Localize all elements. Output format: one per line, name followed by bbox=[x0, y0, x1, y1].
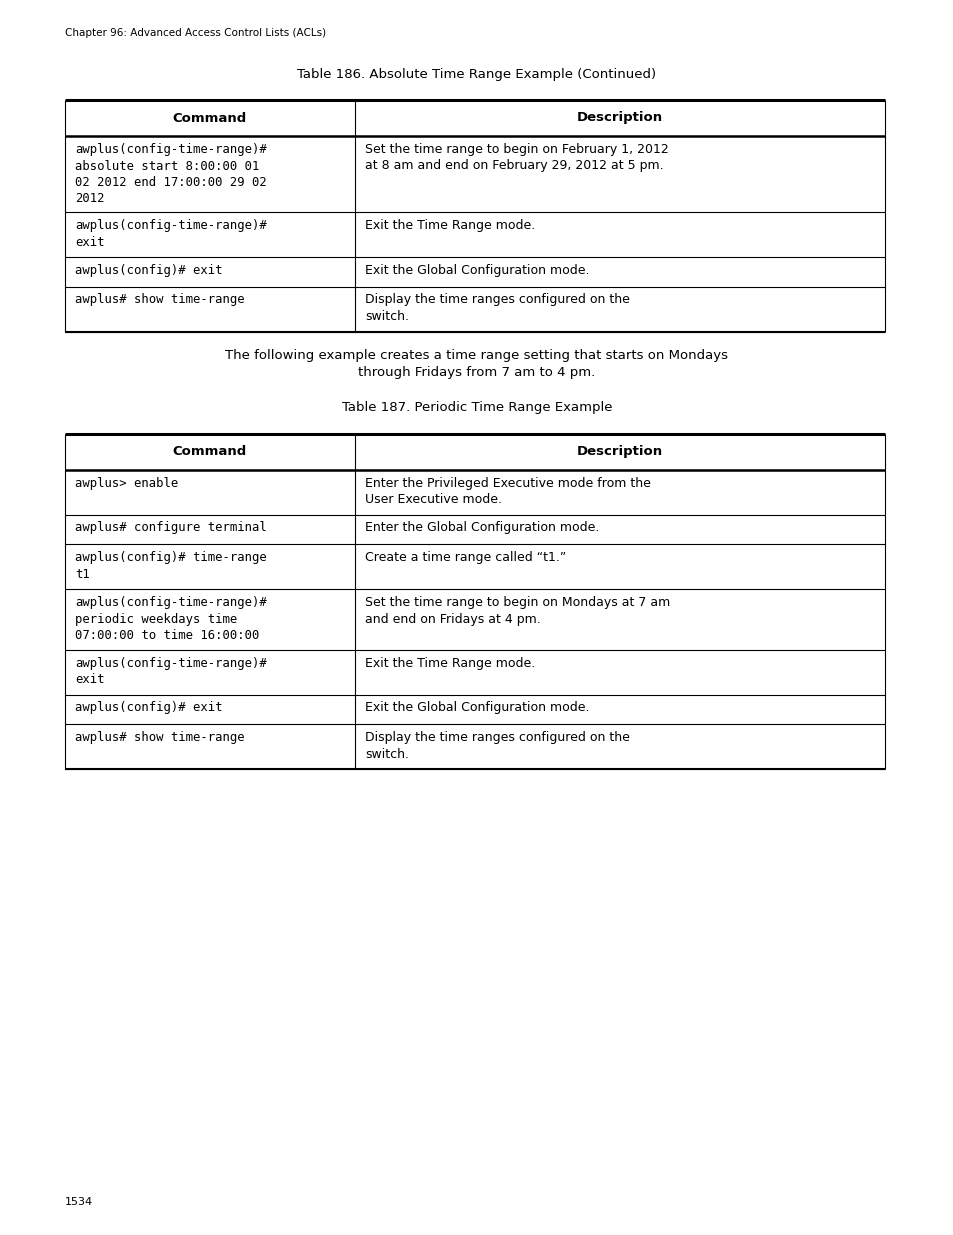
Text: Exit the Time Range mode.: Exit the Time Range mode. bbox=[365, 219, 535, 232]
Text: Description: Description bbox=[577, 111, 662, 125]
Text: Exit the Global Configuration mode.: Exit the Global Configuration mode. bbox=[365, 701, 589, 715]
Text: Command: Command bbox=[172, 445, 247, 458]
Text: Display the time ranges configured on the
switch.: Display the time ranges configured on th… bbox=[365, 294, 629, 324]
Text: awplus(config)# time-range
t1: awplus(config)# time-range t1 bbox=[75, 551, 267, 580]
Text: awplus# show time-range: awplus# show time-range bbox=[75, 731, 244, 743]
Text: awplus# show time-range: awplus# show time-range bbox=[75, 294, 244, 306]
Text: Table 186. Absolute Time Range Example (Continued): Table 186. Absolute Time Range Example (… bbox=[297, 68, 656, 82]
Text: awplus(config-time-range)#
exit: awplus(config-time-range)# exit bbox=[75, 657, 267, 685]
Text: Command: Command bbox=[172, 111, 247, 125]
Text: Table 187. Periodic Time Range Example: Table 187. Periodic Time Range Example bbox=[341, 401, 612, 415]
Text: Display the time ranges configured on the
switch.: Display the time ranges configured on th… bbox=[365, 731, 629, 761]
Text: Exit the Time Range mode.: Exit the Time Range mode. bbox=[365, 657, 535, 669]
Text: Create a time range called “t1.”: Create a time range called “t1.” bbox=[365, 551, 566, 564]
Text: Enter the Global Configuration mode.: Enter the Global Configuration mode. bbox=[365, 521, 598, 535]
Text: The following example creates a time range setting that starts on Mondays
throug: The following example creates a time ran… bbox=[225, 350, 728, 379]
Text: 1534: 1534 bbox=[65, 1197, 93, 1207]
Text: Chapter 96: Advanced Access Control Lists (ACLs): Chapter 96: Advanced Access Control List… bbox=[65, 28, 326, 38]
Text: awplus(config-time-range)#
periodic weekdays time
07:00:00 to time 16:00:00: awplus(config-time-range)# periodic week… bbox=[75, 597, 267, 642]
Text: awplus(config)# exit: awplus(config)# exit bbox=[75, 264, 222, 277]
Text: awplus(config-time-range)#
exit: awplus(config-time-range)# exit bbox=[75, 219, 267, 248]
Text: Description: Description bbox=[577, 445, 662, 458]
Text: awplus(config-time-range)#
absolute start 8:00:00 01
02 2012 end 17:00:00 29 02
: awplus(config-time-range)# absolute star… bbox=[75, 143, 267, 205]
Text: awplus# configure terminal: awplus# configure terminal bbox=[75, 521, 267, 535]
Text: Set the time range to begin on Mondays at 7 am
and end on Fridays at 4 pm.: Set the time range to begin on Mondays a… bbox=[365, 597, 670, 625]
Text: Enter the Privileged Executive mode from the
User Executive mode.: Enter the Privileged Executive mode from… bbox=[365, 477, 650, 506]
Text: awplus> enable: awplus> enable bbox=[75, 477, 178, 489]
Text: awplus(config)# exit: awplus(config)# exit bbox=[75, 701, 222, 715]
Text: Set the time range to begin on February 1, 2012
at 8 am and end on February 29, : Set the time range to begin on February … bbox=[365, 143, 668, 173]
Text: Exit the Global Configuration mode.: Exit the Global Configuration mode. bbox=[365, 264, 589, 277]
